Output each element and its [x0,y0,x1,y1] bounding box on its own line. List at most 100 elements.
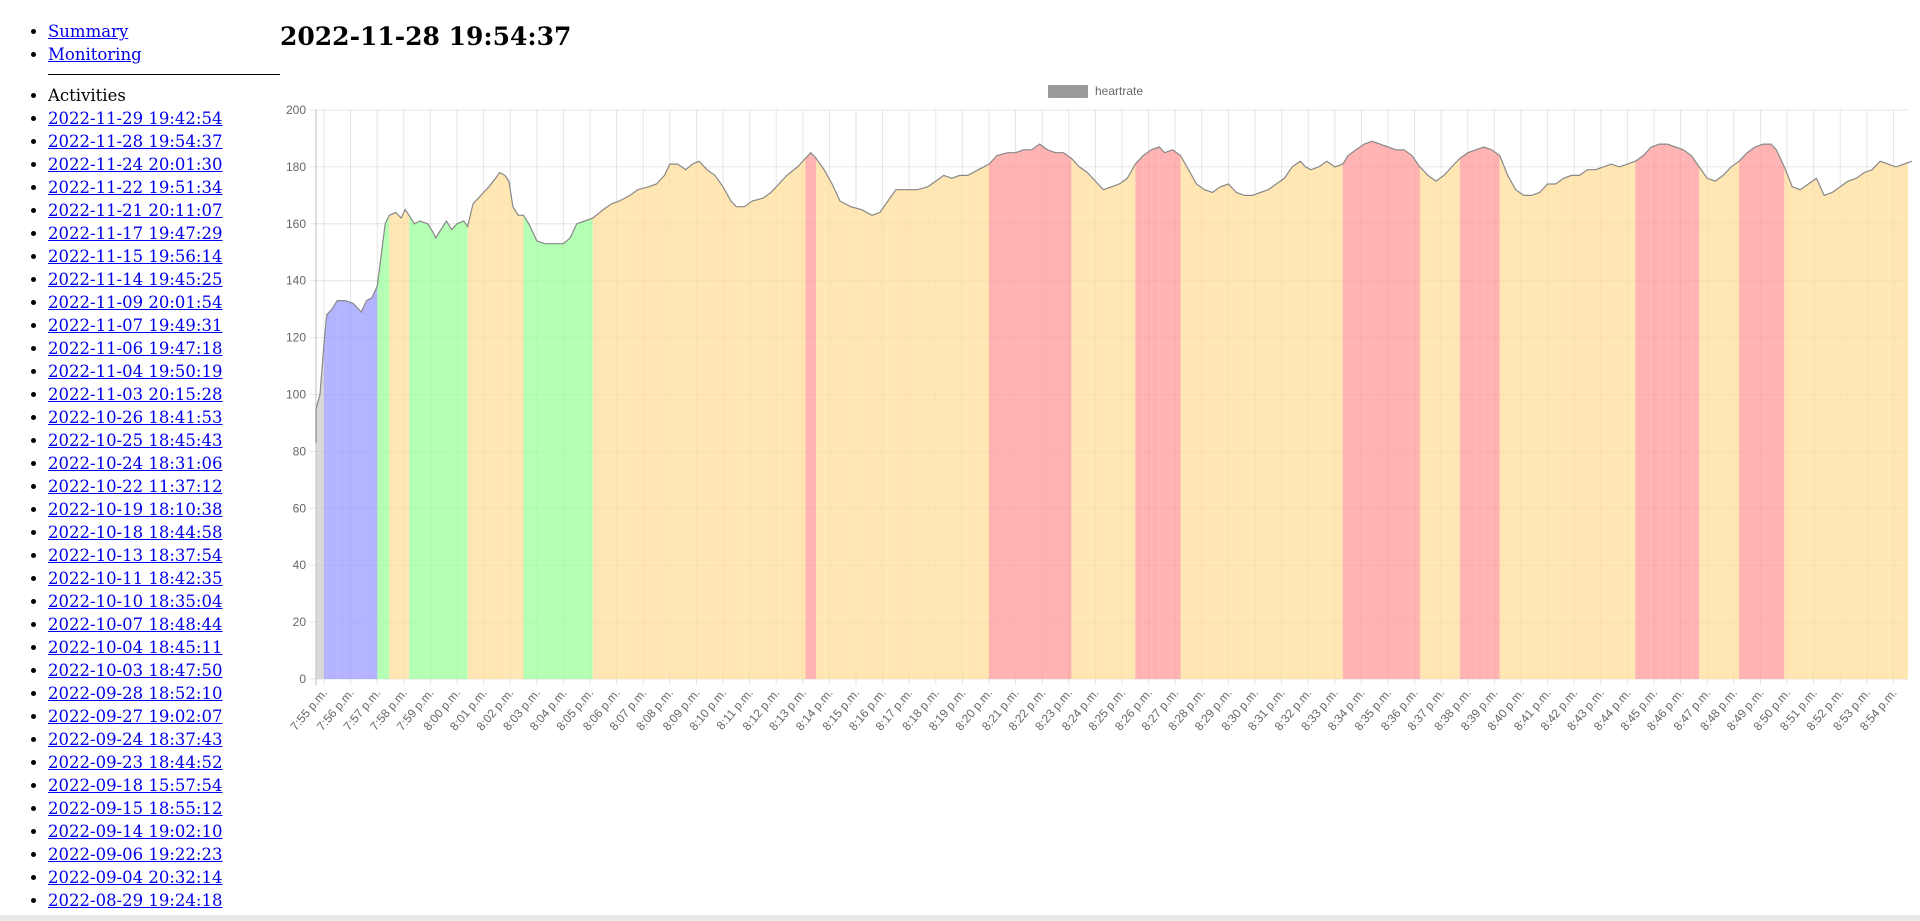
zone-segment [1571,175,1580,679]
zone-segment [1348,149,1357,679]
activity-link[interactable]: 2022-09-27 19:02:07 [48,707,223,726]
activity-link[interactable]: 2022-10-24 18:31:06 [48,454,223,473]
activity-link[interactable]: 2022-11-14 19:45:25 [48,270,223,289]
activity-link[interactable]: 2022-09-18 15:57:54 [48,776,223,795]
activity-link[interactable]: 2022-11-15 19:56:14 [48,247,223,266]
activity-link[interactable]: 2022-10-10 18:35:04 [48,592,223,611]
activity-link[interactable]: 2022-10-07 18:48:44 [48,615,223,634]
activity-link[interactable]: 2022-09-24 18:37:43 [48,730,223,749]
activity-link[interactable]: 2022-10-25 18:45:43 [48,431,223,450]
activity-item: 2022-10-18 18:44:58 [48,521,222,544]
activity-link[interactable]: 2022-11-04 19:50:19 [48,362,223,381]
activity-link[interactable]: 2022-09-14 19:02:10 [48,822,223,841]
zone-segment [871,212,880,680]
y-tick-label: 160 [286,217,306,231]
zone-segment [1443,166,1452,679]
zone-areas [316,141,1908,680]
zone-segment [1095,181,1104,679]
zone-segment [1872,161,1881,680]
chart-legend[interactable]: heartrate [1048,84,1143,98]
zone-segment [1731,161,1740,680]
zone-segment [457,220,464,679]
zone-segment [324,314,327,679]
zone-segment [570,223,577,680]
activity-link[interactable]: 2022-11-21 20:11:07 [48,201,223,220]
activity-link[interactable]: 2022-10-04 18:45:11 [48,638,223,657]
activity-link[interactable]: 2022-09-28 18:52:10 [48,684,223,703]
zone-segment [1364,141,1373,680]
heartrate-line [315,140,1913,443]
zone-segment [584,218,593,680]
zone-segment [1683,149,1692,679]
activity-link[interactable]: 2022-09-04 20:32:14 [48,868,223,887]
zone-segment [797,158,806,679]
activity-link[interactable]: 2022-10-13 18:37:54 [48,546,223,565]
zone-segment [810,152,817,680]
zone-segment [1848,178,1857,679]
zone-segment [1196,183,1205,679]
summary-link[interactable]: Summary [48,22,129,41]
heartrate-line-layer [315,140,1913,443]
activity-link[interactable]: 2022-11-09 20:01:54 [48,293,223,312]
activity-link[interactable]: 2022-11-29 19:42:54 [48,109,223,128]
zone-segment [1087,172,1096,679]
zone-segment [1228,183,1237,679]
activity-link[interactable]: 2022-10-22 11:37:12 [48,477,223,496]
activity-item: 2022-11-07 19:49:31 [48,314,222,337]
zone-segment [467,203,473,679]
zone-segment [951,175,960,679]
zone-segment [544,243,556,679]
activity-link[interactable]: 2022-10-03 18:47:50 [48,661,223,680]
zone-segment [1007,152,1016,680]
y-tick-label: 20 [293,615,307,629]
activity-link[interactable]: 2022-11-28 19:54:37 [48,132,223,151]
heartrate-chart: heartrate 0 20 40 60 80 100 120 140 160 180 200 7:… [270,80,1920,921]
zone-segment [1824,192,1833,679]
zone-segment [1784,166,1793,679]
zone-segment [879,201,888,679]
zone-segment [1143,149,1152,679]
activity-link[interactable]: 2022-11-07 19:49:31 [48,316,223,335]
activity-link[interactable]: 2022-08-29 19:24:18 [48,891,223,910]
zone-segment [1611,164,1620,679]
zone-segment [1707,178,1716,679]
zone-segment [331,300,338,679]
activity-link[interactable]: 2022-10-18 18:44:58 [48,523,223,542]
activity-item: 2022-11-15 19:56:14 [48,245,222,268]
zone-segment [472,198,479,679]
activity-item: 2022-11-03 20:15:28 [48,383,222,406]
zone-segment [523,215,529,679]
zone-segment [1483,146,1492,680]
zone-segment [1800,183,1809,679]
activity-link[interactable]: 2022-10-11 18:42:35 [48,569,223,588]
monitoring-link[interactable]: Monitoring [48,45,142,64]
nav-item-summary: Summary [48,20,280,43]
legend-label: heartrate [1095,84,1143,98]
activity-item: 2022-09-15 18:55:12 [48,797,222,820]
activity-link[interactable]: 2022-09-06 19:22:23 [48,845,223,864]
activity-link[interactable]: 2022-11-17 19:47:29 [48,224,223,243]
zone-segment [1403,149,1412,679]
zone-segment [1111,183,1120,679]
zone-segment [389,212,396,680]
activity-link[interactable]: 2022-10-26 18:41:53 [48,408,223,427]
zone-segment [508,181,513,679]
zone-segment [978,164,989,679]
zone-segment [1356,144,1365,679]
activity-item: 2022-11-06 19:47:18 [48,337,222,360]
activity-link[interactable]: 2022-10-19 18:10:38 [48,500,223,519]
activity-item: 2022-10-25 18:45:43 [48,429,222,452]
activity-link[interactable]: 2022-11-22 19:51:34 [48,178,223,197]
zone-segment [1260,189,1269,679]
horizontal-scrollbar[interactable] [0,915,1920,921]
zone-segment [1204,189,1213,679]
activity-link[interactable]: 2022-11-03 20:15:28 [48,385,223,404]
activity-link[interactable]: 2022-09-23 18:44:52 [48,753,223,772]
activity-link[interactable]: 2022-11-24 20:01:30 [48,155,223,174]
y-tick-label: 60 [293,501,307,515]
zone-segment [1587,169,1596,679]
activity-item: 2022-11-28 19:54:37 [48,130,222,153]
activity-link[interactable]: 2022-11-06 19:47:18 [48,339,223,358]
activity-item: 2022-11-09 20:01:54 [48,291,222,314]
activity-link[interactable]: 2022-09-15 18:55:12 [48,799,223,818]
